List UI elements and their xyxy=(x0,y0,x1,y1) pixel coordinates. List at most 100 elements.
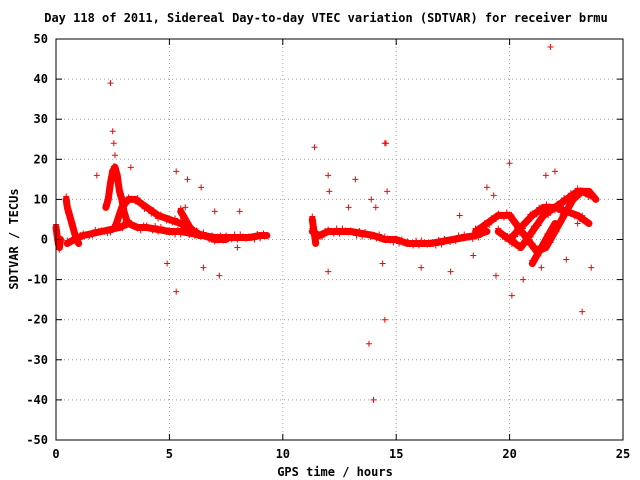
data-point xyxy=(103,200,110,207)
data-point xyxy=(65,207,72,214)
data-point xyxy=(322,227,329,234)
outlier-point xyxy=(107,80,114,87)
data-point xyxy=(432,242,439,249)
data-point xyxy=(174,218,181,225)
data-point xyxy=(551,220,558,227)
data-point xyxy=(486,221,493,228)
outlier-point xyxy=(547,44,554,51)
data-point xyxy=(557,209,564,216)
data-point xyxy=(455,232,462,239)
data-point xyxy=(179,210,186,217)
data-point xyxy=(528,241,535,248)
data-point xyxy=(139,202,146,209)
data-point xyxy=(535,222,542,229)
outlier-point xyxy=(173,288,180,295)
data-point xyxy=(75,240,82,247)
data-point xyxy=(336,230,343,237)
outlier-point xyxy=(234,244,241,251)
data-point xyxy=(447,239,454,246)
data-point xyxy=(362,228,369,235)
outlier-point xyxy=(506,160,513,167)
data-point xyxy=(353,232,360,239)
data-point xyxy=(554,206,561,213)
data-point xyxy=(589,190,596,197)
data-point xyxy=(114,173,121,180)
data-point xyxy=(312,240,319,247)
data-point xyxy=(519,225,526,232)
outlier-point xyxy=(368,196,375,203)
data-point xyxy=(359,233,366,240)
y-tick-label: 0 xyxy=(41,233,48,247)
outlier-point xyxy=(173,168,180,175)
data-point xyxy=(529,230,536,237)
data-point xyxy=(166,216,173,223)
outlier-point xyxy=(492,272,499,279)
data-point xyxy=(150,207,157,214)
data-point xyxy=(444,237,451,244)
data-point xyxy=(174,226,181,233)
data-point xyxy=(74,236,81,243)
data-point xyxy=(113,172,120,179)
y-tick-label: -20 xyxy=(26,313,48,327)
outlier-point xyxy=(109,128,116,135)
data-point xyxy=(581,216,588,223)
data-point xyxy=(558,219,565,226)
data-point xyxy=(107,229,114,236)
data-point xyxy=(367,233,374,240)
data-point xyxy=(464,232,471,239)
data-point xyxy=(370,232,377,239)
data-point xyxy=(475,234,482,241)
data-point xyxy=(155,228,162,235)
x-tick-label: 5 xyxy=(166,447,173,461)
data-point xyxy=(441,236,448,243)
data-point xyxy=(80,230,87,237)
y-tick-label: -10 xyxy=(26,273,48,287)
data-point xyxy=(106,185,113,192)
data-point xyxy=(393,237,400,244)
data-point xyxy=(542,238,549,245)
data-point xyxy=(376,231,383,238)
data-point xyxy=(120,205,127,212)
outlier-point xyxy=(211,208,218,215)
data-point xyxy=(379,234,386,241)
data-point xyxy=(211,238,218,245)
data-point xyxy=(495,225,502,232)
outlier-point xyxy=(216,272,223,279)
data-point xyxy=(89,232,96,239)
data-point xyxy=(98,227,105,234)
outlier-point xyxy=(372,204,379,211)
data-point xyxy=(122,211,129,218)
outlier-point xyxy=(447,268,454,275)
data-point xyxy=(571,213,578,220)
data-point xyxy=(570,198,577,205)
data-point xyxy=(163,228,170,235)
data-point xyxy=(123,198,130,205)
data-point xyxy=(206,236,213,243)
data-point xyxy=(251,236,258,243)
data-point xyxy=(114,218,121,225)
data-point xyxy=(177,231,184,238)
outlier-point xyxy=(164,260,171,267)
x-tick-label: 0 xyxy=(52,447,59,461)
outlier-point xyxy=(542,172,549,179)
data-point xyxy=(398,236,405,243)
data-point xyxy=(146,224,153,231)
data-layer xyxy=(52,44,600,403)
data-point xyxy=(125,194,132,201)
data-point xyxy=(572,190,579,197)
outlier-point xyxy=(111,152,118,159)
data-point xyxy=(563,211,570,218)
data-point xyxy=(149,227,156,234)
y-tick-label: 40 xyxy=(34,72,48,86)
data-point xyxy=(512,220,519,227)
data-point xyxy=(413,237,420,244)
data-point xyxy=(143,203,150,210)
data-point xyxy=(108,176,115,183)
outlier-point xyxy=(381,316,388,323)
data-point xyxy=(466,234,473,241)
data-point xyxy=(234,236,241,243)
data-point xyxy=(347,227,354,234)
outlier-point xyxy=(365,340,372,347)
data-point xyxy=(71,232,78,239)
data-point xyxy=(508,211,515,218)
